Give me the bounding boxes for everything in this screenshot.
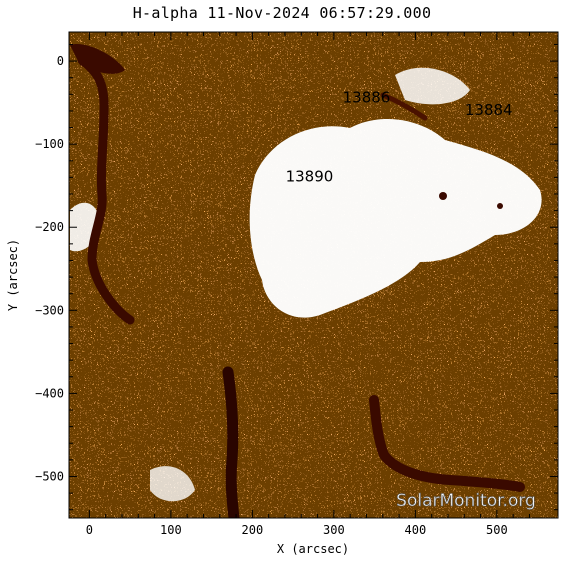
plage-region [249, 118, 542, 318]
x-tick-label: 100 [160, 523, 182, 537]
plage-region-south [150, 466, 195, 502]
y-ticks: 0 −100 −200 −300 −400 −500 [35, 43, 558, 511]
filament-west [77, 55, 135, 325]
image-title: H-alpha 11-Nov-2024 06:57:29.000 [132, 4, 432, 22]
filament-east [380, 92, 428, 121]
y-tick-label: −300 [35, 303, 64, 317]
x-axis-label: X (arcsec) [277, 542, 349, 556]
image-area [69, 32, 558, 518]
x-ticks: 0 100 200 300 400 500 [86, 32, 530, 537]
sunspot-2 [497, 203, 503, 209]
y-tick-label: −400 [35, 386, 64, 400]
y-tick-label: 0 [57, 54, 64, 68]
active-region-label: 13884 [465, 101, 513, 119]
x-tick-label: 300 [323, 523, 345, 537]
x-tick-label: 0 [86, 523, 93, 537]
y-tick-label: −500 [35, 469, 64, 483]
region-labels: 13886 13884 13890 [286, 89, 513, 186]
sunspot-1 [439, 192, 447, 200]
x-tick-label: 200 [242, 523, 264, 537]
y-tick-label: −200 [35, 220, 64, 234]
active-region-label: 13886 [343, 89, 391, 107]
y-tick-label: −100 [35, 137, 64, 151]
filament-southeast [369, 395, 525, 492]
plot-frame [68, 31, 559, 519]
x-tick-label: 500 [486, 523, 508, 537]
plage-region-north [395, 67, 470, 105]
x-tick-label: 400 [405, 523, 427, 537]
filament-west-head [70, 44, 125, 74]
watermark: SolarMonitor.org [396, 491, 536, 511]
filament-central [222, 366, 240, 518]
y-axis-label: Y (arcsec) [6, 239, 20, 311]
active-region-label: 13890 [286, 168, 334, 186]
